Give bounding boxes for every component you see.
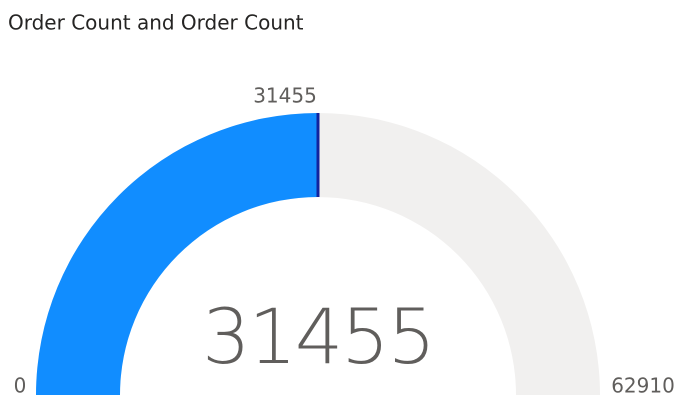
chart-title: Order Count and Order Count bbox=[8, 11, 304, 35]
min-label: 0 bbox=[14, 374, 27, 398]
target-label: 31455 bbox=[253, 84, 317, 108]
max-label: 62910 bbox=[611, 374, 675, 398]
gauge-value bbox=[36, 113, 318, 395]
callout-value: 31455 bbox=[202, 292, 434, 381]
